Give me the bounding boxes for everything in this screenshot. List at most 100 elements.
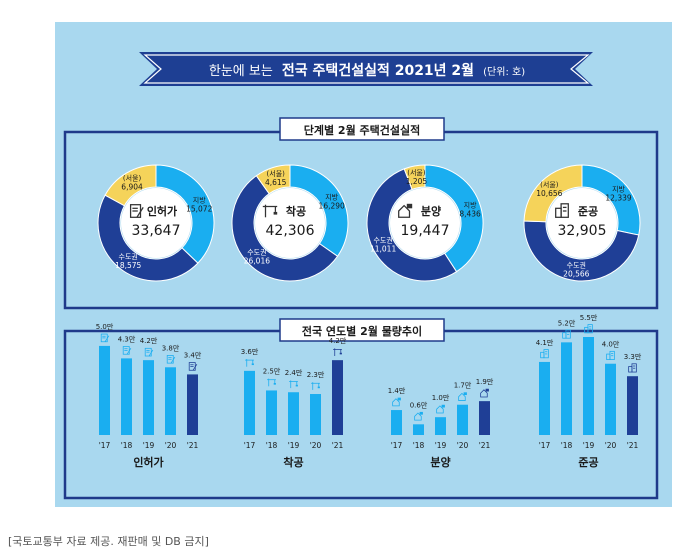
slice-label: (서울)	[540, 180, 559, 189]
building-right	[609, 350, 615, 360]
group-name: 준공	[578, 456, 598, 469]
group-name: 분양	[430, 455, 450, 469]
bar-value-label: 1.9만	[476, 377, 494, 386]
slice-label: 지방	[612, 184, 625, 193]
document-pen-icon	[129, 204, 144, 218]
bar-value-label: 4.2만	[329, 336, 347, 345]
bar-icon	[436, 404, 445, 414]
source-caption: [국토교통부 자료 제공. 재판매 및 DB 금지]	[8, 535, 209, 548]
x-tick-label: '19	[435, 441, 447, 450]
bar	[605, 363, 616, 435]
pen-shape	[104, 335, 110, 342]
sale-flag	[397, 397, 401, 401]
x-tick-label: '18	[266, 441, 278, 450]
slice-value: 18,575	[115, 261, 141, 270]
bar-value-label: 1.7만	[454, 381, 472, 390]
bar-group-3: 4.1만 '17 5.2만 '18 5.5만 '19 4.0만 '20 3.3만 '21 준공	[536, 313, 642, 469]
building-right	[631, 363, 637, 373]
x-tick-label: '19	[288, 441, 300, 450]
bar	[187, 374, 198, 435]
slice-value: 16,290	[319, 201, 345, 210]
bar-value-label: 5.0만	[96, 322, 114, 331]
x-tick-label: '19	[583, 441, 595, 450]
donut-name: 인허가	[147, 204, 177, 218]
bar	[266, 390, 277, 435]
bar-icon	[458, 392, 467, 401]
bar-icon	[144, 347, 154, 357]
donut-total: 33,647	[132, 223, 181, 239]
crane-load	[295, 384, 298, 387]
building-right	[565, 329, 571, 339]
title-banner	[139, 52, 593, 86]
bar-icon	[311, 382, 320, 390]
house-shape	[392, 398, 400, 407]
crane-icon	[262, 204, 278, 218]
bar	[143, 360, 154, 435]
bar-icon	[122, 346, 132, 355]
house-shape	[398, 204, 411, 218]
bar-value-label: 3.3만	[624, 352, 642, 361]
slice-label: (서울)	[407, 168, 426, 177]
x-tick-label: '20	[605, 441, 617, 450]
bar-icon	[333, 348, 342, 357]
x-tick-label: '17	[391, 441, 403, 450]
panel-bars-title: 전국 연도별 2월 물량추이	[302, 324, 422, 338]
slice-value: 12,339	[605, 193, 631, 202]
x-tick-label: '19	[143, 441, 155, 450]
slice-label: 수도권	[373, 236, 392, 244]
donut-total: 19,447	[401, 223, 450, 239]
slice-value: 6,904	[121, 183, 143, 192]
house-shape	[458, 392, 466, 401]
title-main: 전국 주택건설실적 2021년 2월	[282, 62, 474, 79]
x-tick-label: '17	[99, 441, 111, 450]
panel-donuts-title: 단계별 2월 주택건설실적	[304, 123, 421, 137]
slice-value: 20,566	[563, 270, 589, 279]
bar	[244, 370, 255, 435]
sale-flag	[463, 392, 467, 396]
x-tick-label: '21	[479, 441, 491, 450]
pen-shape	[192, 364, 198, 371]
crane-load	[251, 363, 254, 366]
bar	[479, 401, 490, 435]
donut-name: 착공	[286, 204, 306, 218]
bar-icon	[628, 363, 637, 373]
slice-label: 지방	[193, 196, 206, 205]
group-name: 착공	[283, 455, 303, 469]
infographic-svg: 한눈에 보는 전국 주택건설실적 2021년 2월 (단위: 호) 단계별 2월…	[63, 52, 659, 500]
bar	[288, 392, 299, 435]
house-shape	[436, 405, 444, 414]
bar-value-label: 2.3만	[307, 370, 325, 379]
bar	[561, 342, 572, 435]
panel-donuts-title-box	[279, 117, 445, 141]
house-shape	[480, 389, 488, 398]
x-tick-label: '20	[165, 441, 177, 450]
metro-slice	[97, 194, 199, 282]
bar-icon	[606, 350, 615, 360]
bar-value-label: 4.2만	[140, 336, 158, 345]
seoul-slice	[104, 164, 157, 207]
metro-slice	[231, 175, 339, 282]
building-left	[540, 351, 545, 359]
metro-slice	[366, 168, 458, 282]
bar	[391, 410, 402, 435]
donut-name: 분양	[421, 204, 441, 218]
local-slice	[155, 164, 215, 264]
bar-icon	[414, 411, 423, 421]
pen-shape	[126, 347, 132, 355]
crane-load	[317, 386, 320, 389]
crane-load	[273, 211, 278, 215]
bar-value-label: 5.2만	[558, 318, 576, 327]
bar-group-0: 5.0만 '17 4.3만 '18 4.2만 '19 3.8만 '20 3.4만 '21 인허가	[96, 322, 202, 469]
building-left	[628, 366, 633, 373]
bar	[332, 360, 343, 435]
building-left	[606, 353, 611, 360]
pen-shape	[170, 356, 176, 364]
seoul-slice	[403, 164, 426, 191]
seoul-slice	[255, 164, 291, 195]
donut-total: 42,306	[266, 223, 315, 239]
slice-label: 수도권	[247, 248, 266, 256]
bar	[457, 404, 468, 435]
bar-charts: 5.0만 '17 4.3만 '18 4.2만 '19 3.8만 '20 3.4만 '21 인허가 3.…	[96, 313, 642, 469]
